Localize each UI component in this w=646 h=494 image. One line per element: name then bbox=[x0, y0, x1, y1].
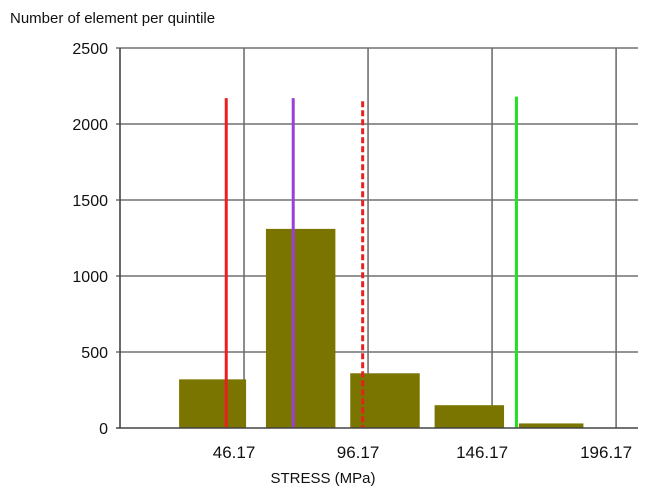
x-tick-label: 46.17 bbox=[213, 443, 256, 462]
x-axis-label: STRESS (MPa) bbox=[270, 470, 376, 487]
y-tick-label: 500 bbox=[81, 345, 108, 362]
bar-series bbox=[179, 228, 584, 428]
y-tick-label: 0 bbox=[99, 421, 108, 438]
axes bbox=[116, 48, 638, 429]
x-tick-labels: 46.17 96.17 146.17 196.17 bbox=[213, 443, 632, 462]
bar bbox=[434, 405, 505, 428]
y-tick-label: 2000 bbox=[72, 117, 108, 134]
x-tick-label: 196.17 bbox=[580, 443, 632, 462]
bar bbox=[265, 228, 336, 428]
y-tick-label: 1000 bbox=[72, 269, 108, 286]
chart-title: Number of element per quintile bbox=[10, 10, 216, 27]
x-tick-label: 96.17 bbox=[337, 443, 380, 462]
bar bbox=[179, 379, 247, 428]
grid-lines bbox=[116, 47, 638, 428]
marker-lines bbox=[224, 96, 518, 428]
y-tick-label: 1500 bbox=[72, 193, 108, 210]
y-tick-label: 2500 bbox=[72, 41, 108, 58]
y-tick-labels: 0 500 1000 1500 2000 2500 bbox=[72, 41, 108, 438]
bar bbox=[518, 423, 584, 428]
x-tick-label: 146.17 bbox=[456, 443, 508, 462]
bar bbox=[350, 373, 420, 428]
